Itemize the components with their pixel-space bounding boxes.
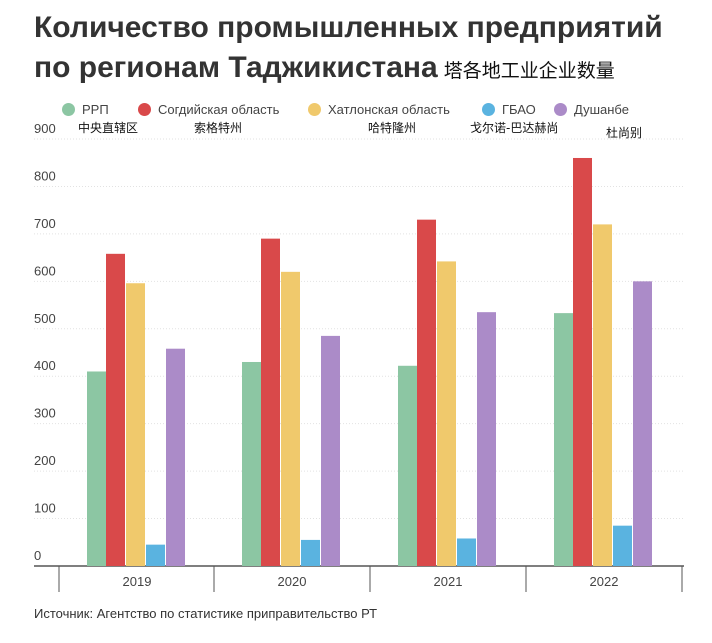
legend-cn-dushanbe: 杜尚别 bbox=[606, 126, 643, 140]
bar-2020-series-4 bbox=[321, 335, 340, 566]
legend-swatch-sughd bbox=[138, 103, 151, 116]
y-tick-label-600: 600 bbox=[34, 263, 56, 278]
y-tick-label-900: 900 bbox=[34, 121, 56, 136]
x-tick-label-2019: 2019 bbox=[123, 574, 152, 589]
legend: РРП 中央直辖区 Согдийская область 索格特州 Хатлон… bbox=[62, 101, 712, 141]
bar-2020-series-0 bbox=[242, 361, 261, 566]
legend-swatch-rrp bbox=[62, 103, 75, 116]
y-tick-label-700: 700 bbox=[34, 216, 56, 231]
legend-label-rrp: РРП bbox=[82, 102, 109, 117]
bar-2021-series-1 bbox=[417, 219, 436, 566]
legend-item-khatlon: Хатлонская область bbox=[308, 101, 450, 119]
bar-2022-series-4 bbox=[633, 281, 652, 566]
legend-label-dushanbe: Душанбе bbox=[574, 102, 629, 117]
bar-2022-series-1 bbox=[573, 157, 592, 566]
y-tick-label-200: 200 bbox=[34, 453, 56, 468]
bar-2019-series-3 bbox=[146, 544, 165, 566]
legend-item-dushanbe: Душанбе bbox=[554, 101, 629, 119]
bar-2021-series-3 bbox=[457, 538, 476, 566]
chart-title-main: Количество промышленных предприятий по р… bbox=[34, 11, 663, 84]
bar-2020-series-1 bbox=[261, 238, 280, 566]
bar-2021-series-4 bbox=[477, 312, 496, 566]
x-tick-label-2022: 2022 bbox=[590, 574, 619, 589]
legend-swatch-khatlon bbox=[308, 103, 321, 116]
source-note: Источник: Агентство по статистике припра… bbox=[34, 606, 378, 621]
y-tick-label-500: 500 bbox=[34, 311, 56, 326]
legend-cn-khatlon: 哈特隆州 bbox=[368, 121, 417, 135]
bar-2021-series-0 bbox=[398, 365, 417, 566]
legend-item-rrp: РРП bbox=[62, 101, 109, 119]
y-tick-label-100: 100 bbox=[34, 501, 56, 516]
y-tick-label-300: 300 bbox=[34, 406, 56, 421]
legend-swatch-gbao bbox=[482, 103, 495, 116]
bar-2022-series-3 bbox=[613, 525, 632, 566]
bar-2019-series-0 bbox=[87, 371, 106, 566]
bar-2019-series-4 bbox=[166, 348, 185, 566]
bar-2019-series-2 bbox=[126, 283, 145, 566]
legend-cn-sughd: 索格特州 bbox=[194, 121, 243, 135]
chart-title: Количество промышленных предприятий по р… bbox=[34, 8, 704, 91]
bar-2022-series-2 bbox=[593, 224, 612, 566]
legend-swatch-dushanbe bbox=[554, 103, 567, 116]
y-tick-label-400: 400 bbox=[34, 358, 56, 373]
legend-cn-rrp: 中央直辖区 bbox=[78, 121, 139, 135]
bar-2020-series-2 bbox=[281, 271, 300, 566]
legend-label-gbao: ГБАО bbox=[502, 102, 536, 117]
legend-label-khatlon: Хатлонская область bbox=[328, 102, 450, 117]
y-tick-label-0: 0 bbox=[34, 548, 41, 563]
bar-2021-series-2 bbox=[437, 261, 456, 566]
bar-2019-series-1 bbox=[106, 253, 125, 566]
legend-item-sughd: Согдийская область bbox=[138, 101, 279, 119]
y-tick-label-800: 800 bbox=[34, 168, 56, 183]
bar-2020-series-3 bbox=[301, 539, 320, 566]
x-tick-label-2020: 2020 bbox=[278, 574, 307, 589]
x-tick-label-2021: 2021 bbox=[434, 574, 463, 589]
chart-title-cn: 塔各地工业企业数量 bbox=[443, 60, 615, 82]
bar-2022-series-0 bbox=[554, 313, 573, 566]
legend-item-gbao: ГБАО bbox=[482, 101, 536, 119]
legend-cn-gbao: 戈尔诺-巴达赫尚 bbox=[470, 121, 559, 135]
legend-label-sughd: Согдийская область bbox=[158, 102, 280, 117]
